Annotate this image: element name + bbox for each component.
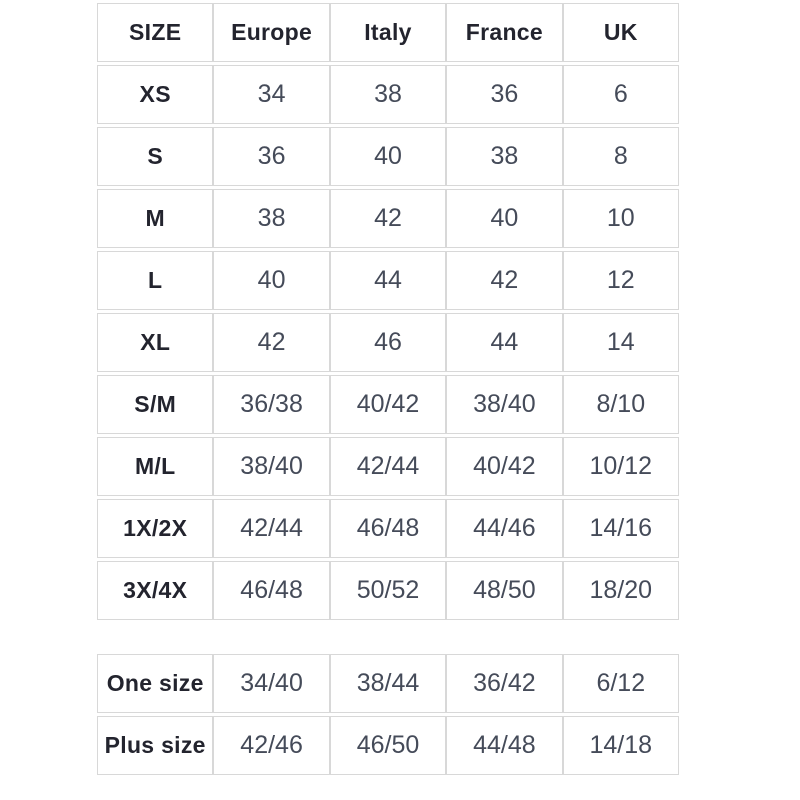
size-label-cell: 1X/2X <box>97 499 214 558</box>
size-value-cell: 18/20 <box>562 561 679 620</box>
size-label-cell: S <box>97 127 214 186</box>
size-label-cell: M <box>97 189 214 248</box>
size-value-cell: 36/38 <box>213 375 330 434</box>
header-row: SIZE Europe Italy France UK <box>97 3 679 62</box>
size-value-cell: 42/46 <box>213 716 330 775</box>
size-conversion-tables: SIZE Europe Italy France UK XS 34 38 36 6 S 36 40 38… <box>97 0 679 778</box>
size-value-cell: 8/10 <box>562 375 679 434</box>
header-cell: SIZE <box>97 3 214 62</box>
extra-size-table: One size 34/40 38/44 36/42 6/12 Plus size 42/4… <box>97 651 679 778</box>
size-value-cell: 38/40 <box>446 375 563 434</box>
main-table-body: XS 34 38 36 6 S 36 40 38 8 M 38 42 40 10 L 40 44 42 12 XL 42 4… <box>97 65 679 620</box>
size-label-cell: XS <box>97 65 214 124</box>
size-value-cell: 38/40 <box>213 437 330 496</box>
size-value-cell: 14/16 <box>562 499 679 558</box>
table-row: Plus size 42/46 46/50 44/48 14/18 <box>97 716 679 775</box>
size-value-cell: 44/46 <box>446 499 563 558</box>
table-row: S 36 40 38 8 <box>97 127 679 186</box>
size-value-cell: 10 <box>562 189 679 248</box>
size-value-cell: 6 <box>562 65 679 124</box>
size-value-cell: 44 <box>329 251 447 310</box>
size-value-cell: 50/52 <box>329 561 447 620</box>
size-value-cell: 36 <box>446 65 563 124</box>
size-value-cell: 46/48 <box>213 561 330 620</box>
table-row: M/L 38/40 42/44 40/42 10/12 <box>97 437 679 496</box>
size-value-cell: 46/48 <box>329 499 447 558</box>
header-cell: UK <box>562 3 679 62</box>
size-value-cell: 42 <box>213 313 330 372</box>
size-value-cell: 42/44 <box>329 437 447 496</box>
size-value-cell: 10/12 <box>562 437 679 496</box>
size-value-cell: 42/44 <box>213 499 330 558</box>
size-value-cell: 40 <box>446 189 563 248</box>
extra-table-body: One size 34/40 38/44 36/42 6/12 Plus size 42/4… <box>97 654 679 775</box>
size-value-cell: 42 <box>446 251 563 310</box>
table-row: 3X/4X 46/48 50/52 48/50 18/20 <box>97 561 679 620</box>
table-row: One size 34/40 38/44 36/42 6/12 <box>97 654 679 713</box>
size-label-cell: S/M <box>97 375 214 434</box>
size-value-cell: 12 <box>562 251 679 310</box>
size-value-cell: 6/12 <box>562 654 679 713</box>
size-value-cell: 44/48 <box>446 716 563 775</box>
size-value-cell: 38 <box>329 65 447 124</box>
size-value-cell: 46/50 <box>329 716 447 775</box>
size-label-cell: L <box>97 251 214 310</box>
size-value-cell: 44 <box>446 313 563 372</box>
size-value-cell: 34/40 <box>213 654 330 713</box>
header-cell: Italy <box>329 3 447 62</box>
size-label-cell: Plus size <box>97 716 214 775</box>
size-value-cell: 48/50 <box>446 561 563 620</box>
size-value-cell: 42 <box>329 189 447 248</box>
table-row: 1X/2X 42/44 46/48 44/46 14/16 <box>97 499 679 558</box>
size-value-cell: 40/42 <box>446 437 563 496</box>
table-row: XS 34 38 36 6 <box>97 65 679 124</box>
table-row: L 40 44 42 12 <box>97 251 679 310</box>
size-label-cell: 3X/4X <box>97 561 214 620</box>
size-value-cell: 34 <box>213 65 330 124</box>
size-value-cell: 40/42 <box>329 375 447 434</box>
size-value-cell: 38 <box>446 127 563 186</box>
table-row: XL 42 46 44 14 <box>97 313 679 372</box>
size-value-cell: 14/18 <box>562 716 679 775</box>
size-label-cell: XL <box>97 313 214 372</box>
table-row: S/M 36/38 40/42 38/40 8/10 <box>97 375 679 434</box>
size-value-cell: 40 <box>213 251 330 310</box>
header-cell: Europe <box>213 3 330 62</box>
size-value-cell: 46 <box>329 313 447 372</box>
size-value-cell: 36 <box>213 127 330 186</box>
size-value-cell: 40 <box>329 127 447 186</box>
size-value-cell: 8 <box>562 127 679 186</box>
size-value-cell: 38 <box>213 189 330 248</box>
main-table-head: SIZE Europe Italy France UK <box>97 3 679 62</box>
size-label-cell: One size <box>97 654 214 713</box>
size-value-cell: 14 <box>562 313 679 372</box>
size-value-cell: 38/44 <box>329 654 447 713</box>
size-label-cell: M/L <box>97 437 214 496</box>
main-size-table: SIZE Europe Italy France UK XS 34 38 36 6 S 36 40 38… <box>97 0 679 623</box>
header-cell: France <box>446 3 563 62</box>
table-row: M 38 42 40 10 <box>97 189 679 248</box>
size-value-cell: 36/42 <box>446 654 563 713</box>
